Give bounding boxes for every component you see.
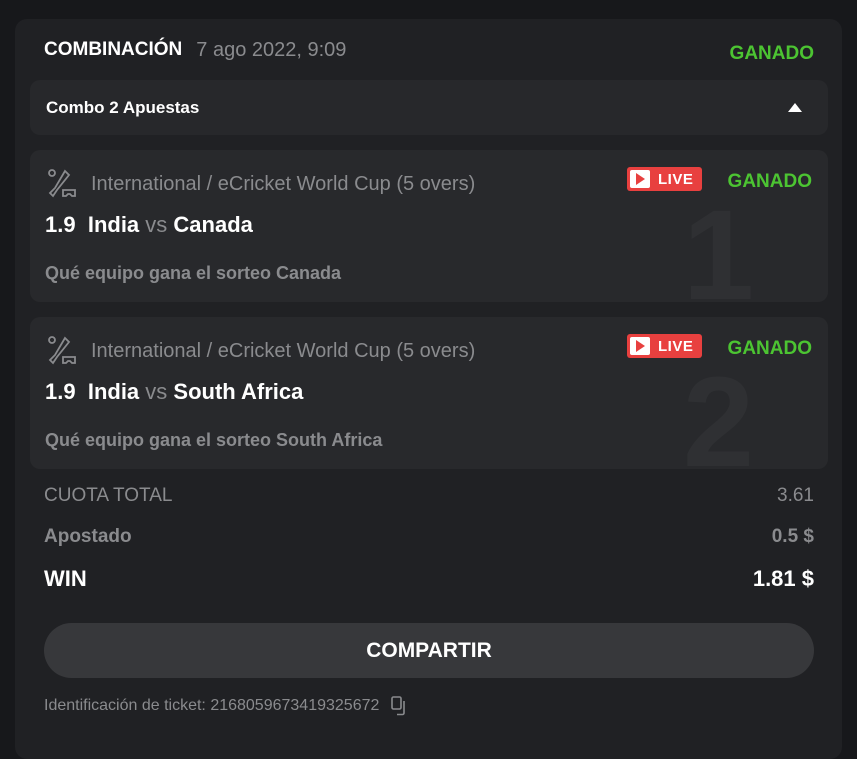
ecricket-icon	[48, 336, 76, 365]
league: International / eCricket World Cup (5 ov…	[47, 335, 475, 367]
staked-row: Apostado 0.5 $	[44, 526, 814, 547]
status-badge: GANADO	[727, 338, 812, 359]
play-icon	[630, 337, 650, 355]
live-badge: LIVE	[627, 334, 702, 358]
status-badge: GANADO	[729, 43, 814, 64]
bet-ticket-card: COMBINACIÓN 7 ago 2022, 9:09 GANADO Comb…	[15, 19, 842, 759]
total-odds-row: CUOTA TOTAL 3.61	[44, 485, 814, 506]
market: Qué equipo gana el sorteo South Africa	[45, 430, 383, 450]
live-badge: LIVE	[627, 167, 702, 191]
ecricket-icon	[48, 169, 76, 198]
copy-icon[interactable]	[391, 696, 409, 716]
bet-type: COMBINACIÓN	[44, 39, 183, 60]
league: International / eCricket World Cup (5 ov…	[47, 168, 475, 200]
share-button[interactable]: COMPARTIR	[44, 623, 814, 678]
ticket-id: Identificación de ticket: 21680596734193…	[44, 696, 409, 716]
bet-item: 2 International / eCricket World Cup (5 …	[30, 317, 828, 469]
bet-index: 2	[682, 351, 754, 470]
status-badge: GANADO	[727, 171, 812, 192]
win-row: WIN 1.81 $	[44, 566, 814, 591]
caret-up-icon[interactable]	[788, 103, 802, 112]
match: 1.9 India vs Canada	[45, 212, 253, 237]
play-icon	[630, 170, 650, 188]
bet-index: 1	[682, 184, 754, 303]
bet-date: 7 ago 2022, 9:09	[196, 38, 347, 61]
combo-label: Combo 2 Apuestas	[46, 97, 200, 117]
bet-item: 1 International / eCricket World Cup (5 …	[30, 150, 828, 302]
ticket-header: COMBINACIÓN 7 ago 2022, 9:09 GANADO	[44, 37, 814, 65]
match: 1.9 India vs South Africa	[45, 379, 304, 404]
market: Qué equipo gana el sorteo Canada	[45, 263, 342, 283]
combo-toggle[interactable]: Combo 2 Apuestas	[30, 80, 828, 135]
